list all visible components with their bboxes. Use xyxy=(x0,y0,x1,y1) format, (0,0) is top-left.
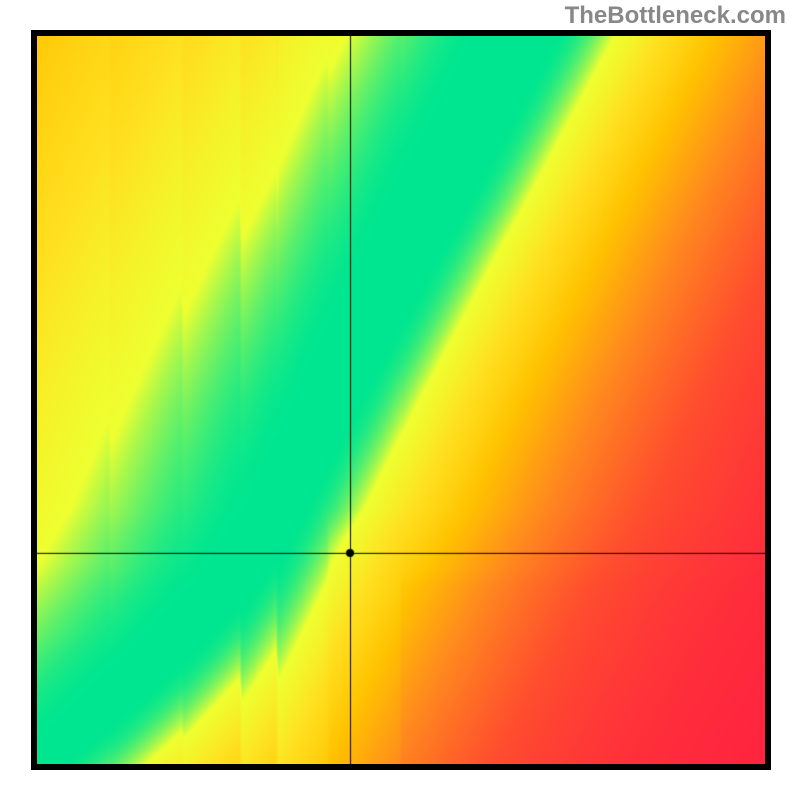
plot-area xyxy=(31,30,771,770)
crosshair-overlay xyxy=(37,36,765,764)
watermark-text: TheBottleneck.com xyxy=(565,2,786,30)
figure-container: TheBottleneck.com xyxy=(0,0,800,800)
